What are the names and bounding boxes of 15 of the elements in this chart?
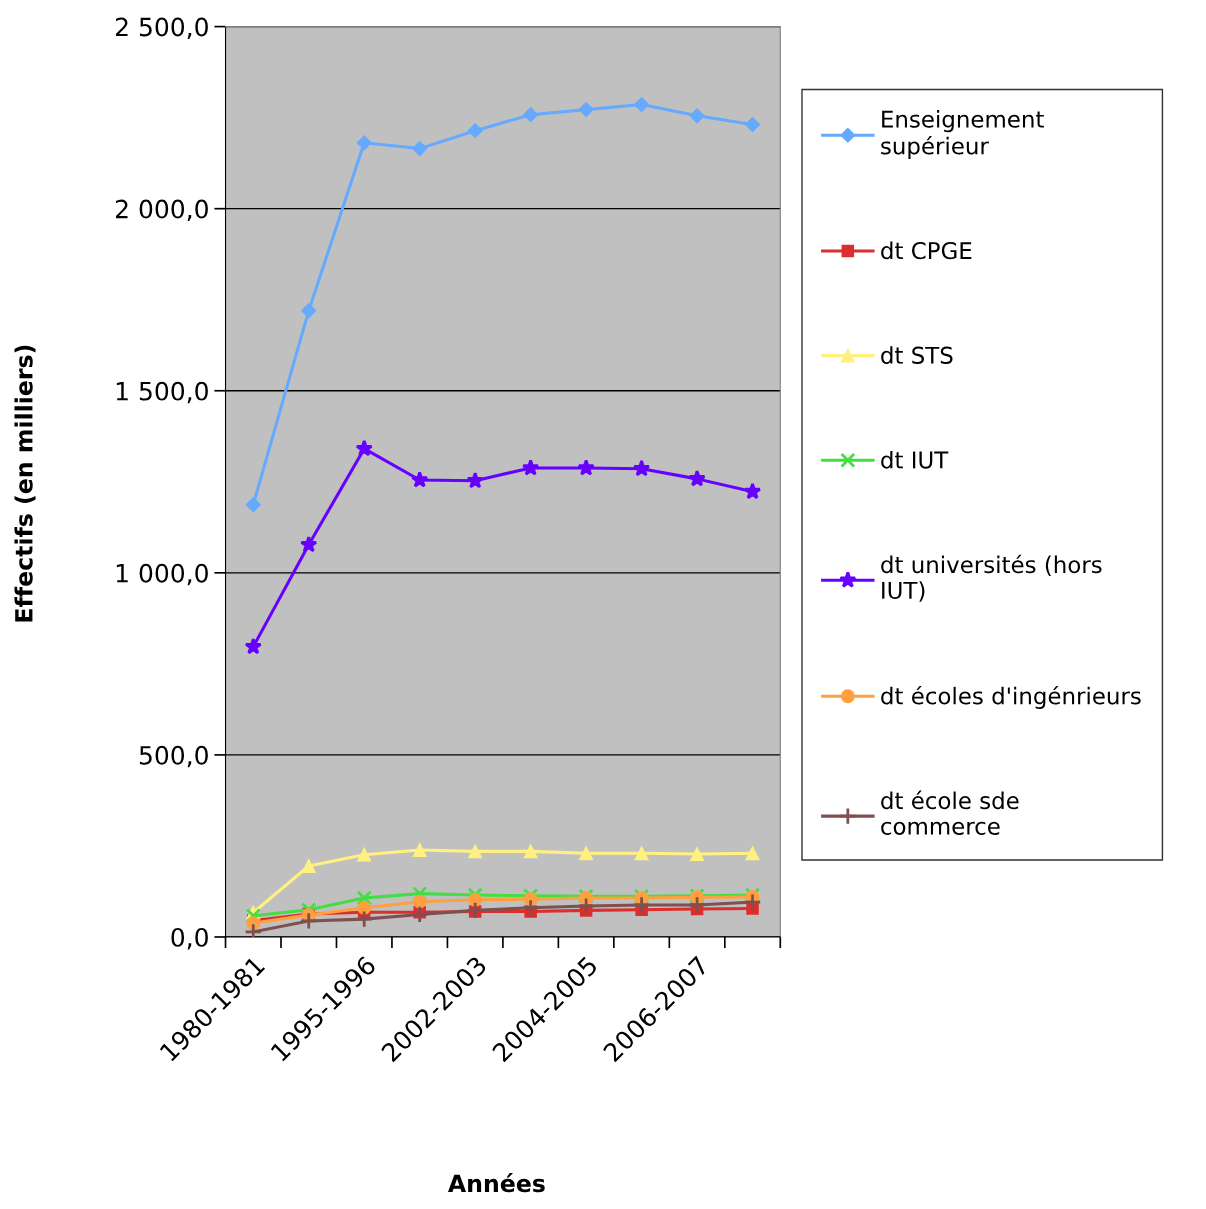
y-axis-title: Effectifs (en milliers) <box>14 345 36 622</box>
legend-label: dt écoles d'ingénrieurs <box>881 685 1141 710</box>
y-tick-label: 1 500,0 <box>116 381 208 404</box>
legend-label: dt STS <box>881 346 953 364</box>
y-tick-label: 2 000,0 <box>115 199 208 222</box>
legend-label: dt école sde commerce <box>881 790 1019 835</box>
x-axis-title: Années <box>448 1173 545 1193</box>
y-tick-label: 2 500,0 <box>115 17 208 39</box>
legend-label: dt IUT <box>881 450 949 469</box>
y-tick-label: 1 000,0 <box>116 563 208 586</box>
legend-label: dt universités (hors IUT) <box>881 554 1102 602</box>
y-tick-label: 500,0 <box>139 745 208 768</box>
legend-label: Enseignement supérieur <box>881 110 1044 160</box>
y-tick-label: 0,0 <box>171 927 208 950</box>
legend-label: dt CPGE <box>881 241 972 260</box>
